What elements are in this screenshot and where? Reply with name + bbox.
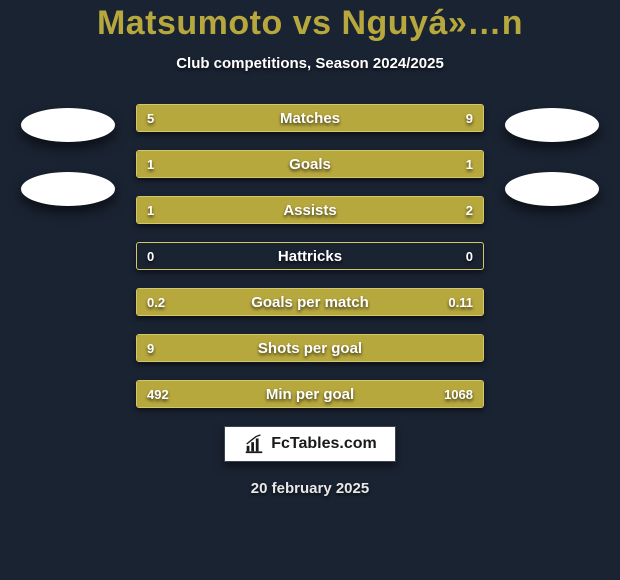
player-badge-right-1 (505, 108, 599, 142)
stat-bars: 59Matches 11Goals 12Assists 0 0Hattricks 0.20… (136, 104, 484, 408)
stat-value-left: 0 (147, 243, 154, 269)
attribution-box: FcTables.com (224, 426, 396, 462)
bar-fill-left (137, 289, 362, 315)
player-badge-left-1 (21, 108, 115, 142)
stat-row: 11Goals (136, 150, 484, 178)
stat-row: 4921068Min per goal (136, 380, 484, 408)
bars-chart-icon (243, 433, 265, 455)
player-badge-left-2 (21, 172, 115, 206)
subtitle: Club competitions, Season 2024/2025 (176, 55, 444, 72)
bar-fill-left (137, 105, 262, 131)
stat-row: 0 0Hattricks (136, 242, 484, 270)
stat-row: 9Shots per goal (136, 334, 484, 362)
bar-fill-right (310, 151, 483, 177)
date-text: 20 february 2025 (251, 480, 369, 497)
bar-fill-right (248, 381, 483, 407)
left-badges (20, 104, 116, 206)
bar-fill-left (137, 151, 310, 177)
bar-fill-left (137, 335, 483, 361)
bar-fill-right (362, 289, 483, 315)
stat-row: 59Matches (136, 104, 484, 132)
player-badge-right-2 (505, 172, 599, 206)
chart-area: 59Matches 11Goals 12Assists 0 0Hattricks 0.20… (0, 104, 620, 408)
bar-fill-left (137, 381, 248, 407)
bar-fill-right (251, 197, 483, 223)
page-title: Matsumoto vs Nguyá»…n (97, 4, 523, 43)
bar-fill-right (262, 105, 483, 131)
stat-row: 12Assists (136, 196, 484, 224)
stat-label: Hattricks (137, 243, 483, 269)
attribution-text: FcTables.com (271, 435, 377, 453)
right-badges (504, 104, 600, 206)
comparison-infographic: Matsumoto vs Nguyá»…n Club competitions,… (0, 0, 620, 580)
stat-value-right: 0 (466, 243, 473, 269)
stat-row: 0.20.11Goals per match (136, 288, 484, 316)
bar-fill-left (137, 197, 251, 223)
